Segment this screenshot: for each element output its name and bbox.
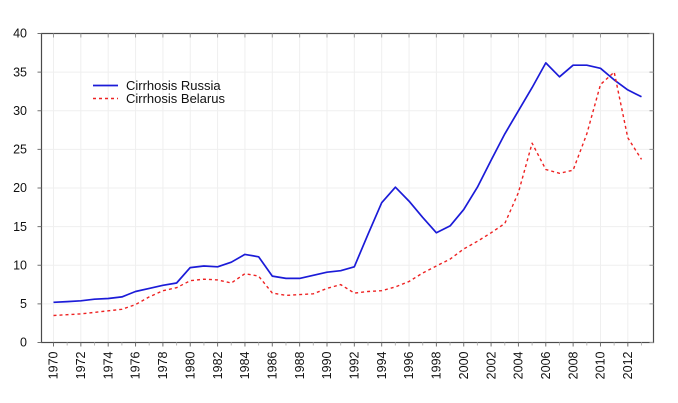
legend: Cirrhosis Russia Cirrhosis Belarus	[92, 79, 225, 105]
legend-line-solid-icon	[93, 84, 118, 87]
legend-label-belarus: Cirrhosis Belarus	[126, 91, 225, 106]
x-axis-tick-label: 1978	[156, 351, 170, 379]
y-axis-tick-label: 30	[13, 104, 27, 118]
x-axis-tick-label: 1996	[402, 351, 416, 379]
x-axis-tick-label: 2012	[621, 351, 635, 379]
series-line-belarus	[53, 71, 643, 317]
y-axis-tick-label: 25	[13, 143, 27, 157]
x-axis-tick-label: 1972	[74, 351, 88, 379]
x-axis-tick-label: 1984	[238, 351, 252, 379]
legend-item-russia: Cirrhosis Russia	[92, 79, 225, 92]
y-axis-tick-label: 15	[13, 220, 27, 234]
y-axis-tick-label: 5	[20, 297, 27, 311]
x-axis-tick-label: 1974	[101, 351, 115, 379]
x-axis-tick-label: 1970	[47, 351, 61, 379]
y-axis-tick-label: 40	[13, 27, 27, 41]
x-axis-tick-label: 2000	[457, 351, 471, 379]
x-axis-tick-label: 2008	[566, 351, 580, 379]
x-axis-tick-label: 2004	[512, 351, 526, 379]
legend-item-belarus: Cirrhosis Belarus	[92, 92, 225, 105]
x-axis-tick-label: 1992	[348, 351, 362, 379]
x-axis-tick-label: 1988	[293, 351, 307, 379]
x-axis-tick-label: 1986	[265, 351, 279, 379]
legend-label-russia: Cirrhosis Russia	[126, 78, 221, 93]
x-axis-tick-label: 1998	[430, 351, 444, 379]
x-axis-tick-label: 2010	[594, 351, 608, 379]
legend-line-dashed-icon	[93, 97, 118, 100]
y-axis-tick-label: 0	[20, 336, 27, 350]
x-axis-tick-label: 1980	[183, 351, 197, 379]
x-axis-tick-label: 1976	[129, 351, 143, 379]
x-axis-tick-label: 1982	[211, 351, 225, 379]
y-axis-tick-label: 20	[13, 181, 27, 195]
x-axis-tick-label: 1990	[320, 351, 334, 379]
y-axis-tick-label: 10	[13, 258, 27, 272]
y-axis-tick-label: 35	[13, 65, 27, 79]
x-axis-tick-label: 2002	[484, 351, 498, 379]
x-axis-tick-label: 2006	[539, 351, 553, 379]
x-axis-tick-label: 1994	[375, 351, 389, 379]
series-line-russia	[53, 62, 642, 304]
